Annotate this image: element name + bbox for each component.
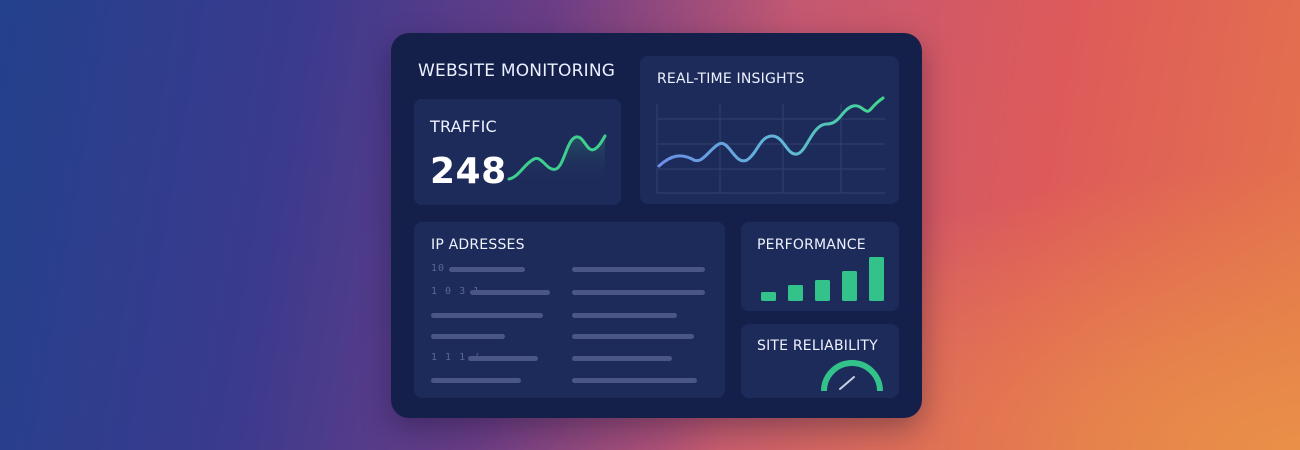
performance-title: PERFORMANCE <box>757 237 866 253</box>
traffic-value: 248 <box>430 151 507 192</box>
performance-bar <box>815 280 830 301</box>
performance-bar <box>869 257 884 301</box>
reliability-gauge <box>821 360 883 392</box>
traffic-line <box>507 134 607 181</box>
gauge-arc <box>821 360 883 392</box>
ip-bar-left <box>431 334 505 339</box>
ip-bar-right <box>572 378 697 383</box>
ip-bar-right <box>572 356 672 361</box>
ip-bar-right <box>572 313 677 318</box>
ip-bar-left <box>431 378 521 383</box>
ip-bar-left <box>470 290 550 295</box>
performance-chart <box>761 257 884 301</box>
traffic-sparkline <box>507 134 607 184</box>
page-title: WEBSITE MONITORING <box>418 61 616 81</box>
ip-prefix: 1 1 1 / <box>431 352 481 363</box>
traffic-title: TRAFFIC <box>430 117 497 136</box>
gauge-needle <box>839 376 855 390</box>
performance-panel[interactable]: PERFORMANCE <box>741 222 899 311</box>
ip-prefix: 1 0 3 1 <box>431 286 481 297</box>
ip-bar-right <box>572 267 705 272</box>
insights-grid <box>656 104 885 194</box>
insights-line <box>657 96 885 168</box>
performance-bar <box>842 271 857 301</box>
traffic-area <box>509 136 605 184</box>
traffic-panel[interactable]: TRAFFIC 248 <box>414 99 621 205</box>
ip-prefix: 10 <box>431 263 446 274</box>
reliability-title: SITE RELIABILITY <box>757 338 878 354</box>
ip-title: IP ADRESSES <box>431 237 525 253</box>
insights-panel[interactable]: REAL-TIME INSIGHTS <box>640 56 899 204</box>
insights-chart <box>656 96 885 194</box>
insights-title: REAL-TIME INSIGHTS <box>657 71 805 87</box>
performance-bar <box>788 285 803 301</box>
performance-bar <box>761 292 776 301</box>
reliability-panel[interactable]: SITE RELIABILITY <box>741 324 899 398</box>
dashboard-card: WEBSITE MONITORING TRAFFIC 248 REAL-TIME… <box>391 33 922 418</box>
ip-bar-left <box>468 356 538 361</box>
ip-bar-left <box>431 313 543 318</box>
ip-bar-left <box>449 267 525 272</box>
ip-bar-right <box>572 334 694 339</box>
ip-bar-right <box>572 290 705 295</box>
ip-panel[interactable]: IP ADRESSES 10 1 0 3 1 1 1 1 / <box>414 222 725 398</box>
